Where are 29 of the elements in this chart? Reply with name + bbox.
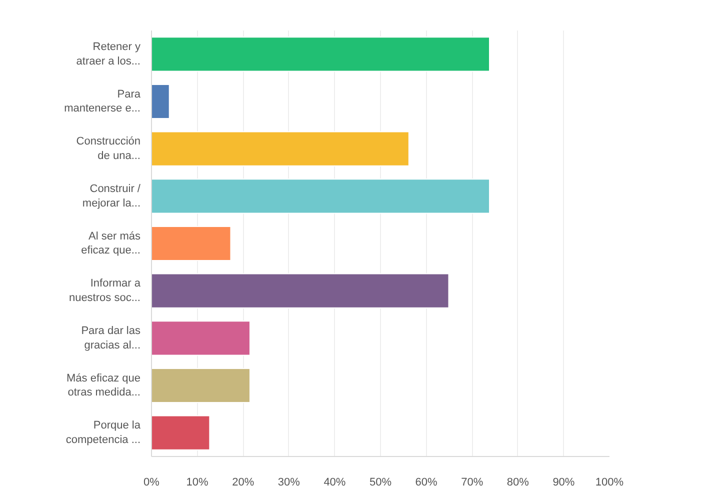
x-tick-label: 40% [324, 476, 346, 488]
x-tick-label: 100% [595, 476, 624, 488]
y-tick-label: Retener y atraer a los... [76, 40, 141, 68]
x-tick-label: 60% [415, 476, 438, 488]
x-tick-label: 20% [232, 476, 254, 488]
y-tick-label: Construir / mejorar la... [82, 182, 142, 210]
bar [152, 368, 250, 404]
bar [152, 415, 210, 450]
x-tick-label: 90% [552, 476, 575, 488]
bar [152, 131, 410, 166]
y-tick-label: Construcción de una... [76, 136, 141, 162]
x-tick-label: 70% [461, 476, 484, 488]
y-tick-label: Porque la competencia ... [66, 420, 142, 446]
y-tick-label: Más eficaz que otras medida... [66, 372, 141, 399]
x-tick-label: 50% [369, 476, 392, 488]
y-tick-label: Informar a nuestros soc... [68, 278, 142, 304]
bar [152, 84, 170, 120]
x-tick-label: 10% [186, 476, 209, 488]
bar [152, 178, 490, 214]
x-tick-label: 80% [506, 476, 530, 488]
bar [152, 226, 232, 262]
x-tick-label: 30% [278, 476, 300, 488]
y-tick-label: Para mantenerse e... [64, 88, 142, 115]
x-tick-label: 0% [144, 476, 160, 488]
y-tick-label: Al ser más eficaz que... [81, 230, 141, 257]
bar [152, 273, 450, 308]
y-tick-label: Para dar las gracias al... [81, 324, 141, 352]
bar [152, 320, 250, 356]
bar [152, 36, 490, 72]
